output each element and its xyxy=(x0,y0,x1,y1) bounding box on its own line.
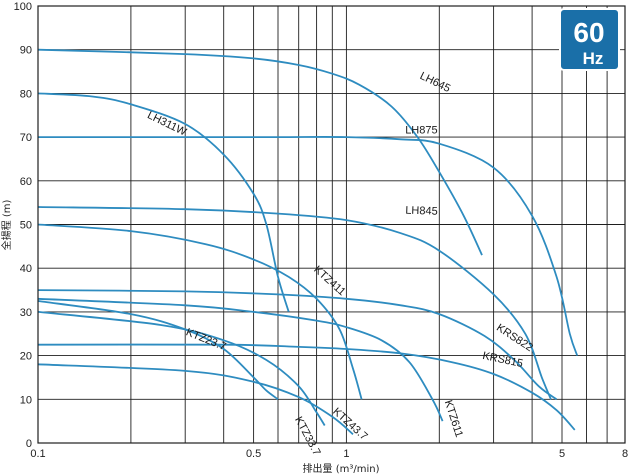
y-tick-label: 90 xyxy=(20,45,32,57)
badge-background xyxy=(559,8,620,71)
x-tick-label: 1 xyxy=(343,448,349,460)
curve-lh875 xyxy=(38,136,579,356)
y-tick-label: 0 xyxy=(26,438,32,450)
curve-ktz23-7 xyxy=(37,300,279,401)
curve-label-lh845: LH845 xyxy=(405,205,438,218)
curve-label-krs822: KRS822 xyxy=(494,322,535,354)
curve-label-ktz43-7: KTZ43.7 xyxy=(330,406,369,443)
curve-lh845 xyxy=(37,206,552,400)
curve-label-ktz611: KTZ611 xyxy=(442,399,465,439)
x-tick-label: 8 xyxy=(622,448,628,460)
y-tick-label: 80 xyxy=(20,88,32,100)
curve-ktz33-7 xyxy=(37,311,326,426)
curve-ktz611 xyxy=(37,297,444,422)
y-axis-title: 全揚程 (m) xyxy=(0,200,13,251)
y-tick-label: 50 xyxy=(20,220,32,232)
curve-lh645 xyxy=(37,48,483,256)
x-tick-label: 5 xyxy=(559,448,565,460)
x-axis-title: 排出量 (m³/min) xyxy=(303,462,380,475)
y-tick-label: 60 xyxy=(20,176,32,188)
y-tick-label: 30 xyxy=(20,307,32,319)
y-tick-label: 20 xyxy=(20,351,32,363)
curve-label-lh645: LH645 xyxy=(418,70,452,95)
y-tick-labels: 0 10 20 30 40 50 60 70 80 90 100 xyxy=(14,1,32,450)
curve-krs822 xyxy=(37,289,558,401)
badge-value: 60 xyxy=(573,17,604,48)
curve-label-lh311w: LH311W xyxy=(145,109,189,138)
x-tick-label: 0.1 xyxy=(30,448,45,460)
curve-label-krs815: KRS815 xyxy=(481,350,524,370)
x-tick-labels: 0.1 0.5 1 5 8 xyxy=(30,448,628,460)
y-tick-label: 100 xyxy=(14,1,32,13)
x-tick-label: 0.5 xyxy=(246,448,261,460)
curve-lh311w xyxy=(37,92,290,313)
curve-krs815 xyxy=(37,343,576,431)
plot-frame xyxy=(37,5,626,444)
frequency-badge: 60 Hz xyxy=(559,8,620,71)
y-tick-label: 70 xyxy=(20,132,32,144)
curve-ktz411 xyxy=(37,223,363,400)
badge-unit: Hz xyxy=(583,49,604,68)
curves xyxy=(37,48,579,435)
curve-label-ktz23-7: KTZ23.7 xyxy=(184,326,228,353)
curve-label-lh875: LH875 xyxy=(405,125,437,137)
y-tick-label: 10 xyxy=(20,394,32,406)
curve-label-ktz33-7: KTZ33.7 xyxy=(292,415,322,458)
curve-ktz43-7 xyxy=(37,363,354,435)
y-tick-label: 40 xyxy=(20,263,32,275)
